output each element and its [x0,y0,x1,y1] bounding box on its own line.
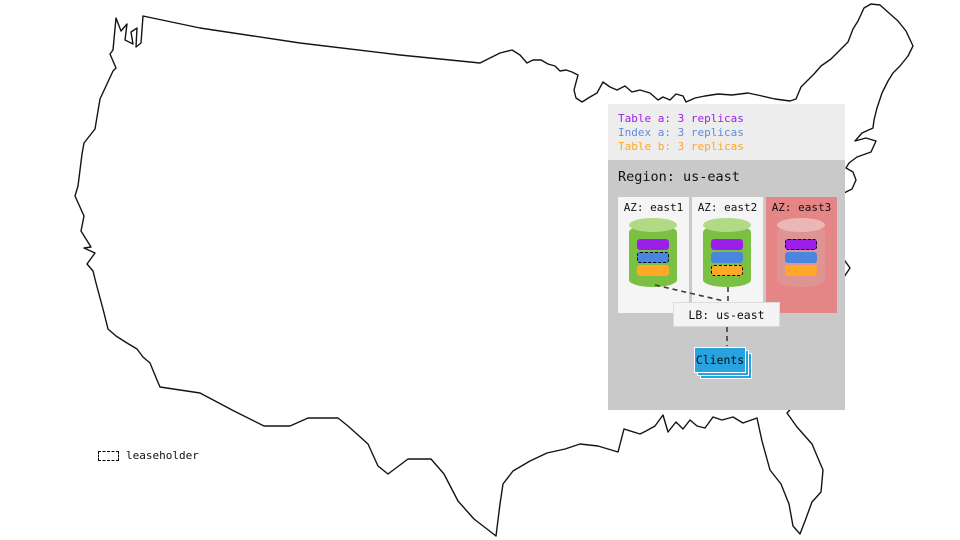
replica-table-b [785,265,817,276]
replica-table-b-leaseholder [711,265,743,276]
legend-index-a: Index a: 3 replicas [618,126,744,139]
az-label-east3: AZ: east3 [771,201,832,214]
clients-stack: Clients [694,347,754,381]
leaseholder-label: leaseholder [126,449,199,462]
leaseholder-swatch-icon [98,450,119,461]
az-label-east1: AZ: east1 [623,201,684,214]
cylinder-top [629,218,677,232]
region-title: Region: us-east [618,169,740,185]
az-box-east1: AZ: east1 [618,197,689,313]
legend-table-b: Table b: 3 replicas [618,140,744,153]
region-panel: Region: us-east AZ: east1 AZ: east2 [608,160,845,410]
replica-table-b [637,265,669,276]
az-label-east2: AZ: east2 [697,201,758,214]
legend-table-a: Table a: 3 replicas [618,112,744,125]
replica-index-a [711,252,743,263]
replica-legend-panel: Table a: 3 replicas Index a: 3 replicas … [608,104,845,160]
replica-table-a [711,239,743,250]
az-box-east2: AZ: east2 [692,197,763,313]
cylinder-top [777,218,825,232]
az-box-east3: AZ: east3 [766,197,837,313]
replica-table-a-leaseholder [785,239,817,250]
clients-box: Clients [694,347,746,373]
replica-index-a-leaseholder [637,252,669,263]
replica-table-a [637,239,669,250]
cylinder-top [703,218,751,232]
replica-index-a [785,252,817,263]
load-balancer-box: LB: us-east [673,302,780,327]
leaseholder-legend: leaseholder [98,449,199,462]
